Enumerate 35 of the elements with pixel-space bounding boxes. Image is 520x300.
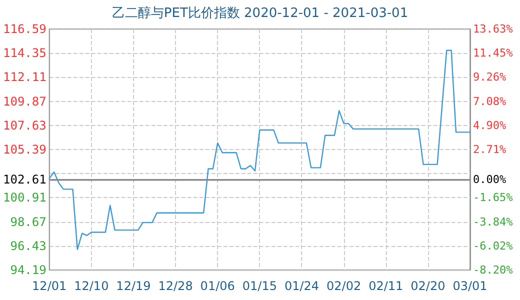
- x-tick-label: 01/24: [284, 279, 320, 293]
- x-tick-label: 02/02: [326, 279, 362, 293]
- x-tick-label: 02/20: [410, 279, 446, 293]
- y2-tick-label: 4.90%: [473, 118, 506, 132]
- y-tick-label: 98.67: [10, 214, 46, 229]
- y2-tick-label: -3.84%: [473, 215, 514, 228]
- x-tick-label: 12/19: [116, 279, 151, 293]
- y-tick-label: 116.59: [2, 22, 46, 36]
- y2-tick-label: 13.63%: [473, 22, 514, 36]
- y-tick-label: 109.87: [2, 94, 46, 108]
- y-tick-label: 112.11: [2, 70, 46, 84]
- x-tick-label: 12/10: [74, 279, 109, 293]
- y2-tick-label: 0.00%: [473, 172, 506, 186]
- y2-tick-label: 11.45%: [473, 46, 514, 60]
- y-tick-label: 100.91: [2, 190, 46, 205]
- x-tick-label: 12/28: [158, 279, 193, 293]
- y-tick-label: 96.43: [10, 238, 46, 253]
- ref-line-label: 102.61: [2, 172, 46, 186]
- y2-tick-label: -6.02%: [473, 239, 514, 252]
- line-series: [48, 50, 471, 250]
- y-tick-label: 105.39: [2, 142, 46, 156]
- x-tick-label: 02/11: [368, 279, 404, 293]
- y2-tick-label: -1.65%: [473, 191, 514, 204]
- y2-tick-label: 9.26%: [473, 70, 506, 84]
- y-tick-label: 114.35: [2, 46, 46, 60]
- y2-tick-label: 2.71%: [473, 143, 506, 156]
- y-tick-label: 107.63: [2, 118, 46, 132]
- x-tick-label: 01/15: [242, 279, 277, 293]
- x-tick-label: 01/06: [200, 279, 235, 293]
- chart-title: 乙二醇与PET比价指数 2020-12-01 - 2021-03-01: [112, 6, 408, 21]
- x-tick-label: 03/01: [452, 279, 488, 293]
- y2-tick-label: -8.20%: [473, 264, 514, 276]
- y-tick-label: 94.19: [10, 263, 46, 277]
- y2-tick-label: 7.08%: [473, 94, 506, 108]
- x-tick-label: 12/01: [32, 279, 67, 293]
